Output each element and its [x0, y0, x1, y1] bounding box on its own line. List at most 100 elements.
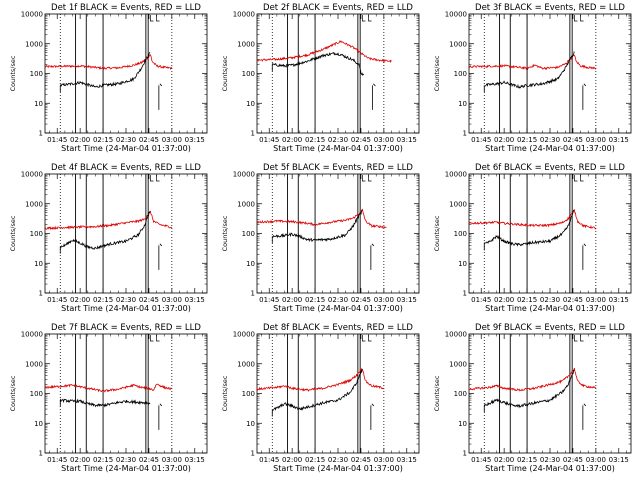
panel-title: Det 6f BLACK = Events, RED = LLD	[475, 163, 625, 173]
panel-6: Det 6f BLACK = Events, RED = LLD 1 10 100 10…	[433, 163, 632, 313]
x-tick-label: 01:45	[47, 456, 67, 464]
y-tick-label: 1	[251, 290, 255, 298]
panel-title: Det 1f BLACK = Events, RED = LLD	[51, 3, 201, 13]
lld-series-line	[257, 40, 392, 64]
lld-series-line	[257, 367, 385, 392]
y-tick-label: 100	[242, 230, 255, 238]
bracket-mark	[368, 15, 372, 22]
x-tick-label: 02:30	[116, 296, 136, 304]
bracket-mark	[574, 175, 578, 182]
y-tick-label: 10000	[445, 331, 467, 339]
x-tick-label: 02:45	[563, 456, 583, 464]
x-tick-label: 02:00	[70, 296, 90, 304]
x-tick-label: 03:00	[162, 296, 182, 304]
x-tick-label: 02:30	[540, 456, 560, 464]
plot-frame	[256, 13, 420, 134]
x-tick-label: 02:00	[70, 136, 90, 144]
x-tick-label: 03:15	[185, 296, 205, 304]
x-tick-label: 01:45	[47, 136, 67, 144]
x-tick-label: 02:30	[328, 296, 348, 304]
y-tick-label: 1000	[25, 200, 43, 208]
y-tick-label: 100	[454, 390, 467, 398]
plot-frame	[44, 13, 208, 134]
bracket-mark	[580, 175, 584, 182]
y-axis-label: Counts/sec	[9, 375, 17, 411]
y-tick-label: 1000	[237, 200, 255, 208]
y-tick-label: 1000	[449, 360, 467, 368]
x-tick-label: 03:15	[609, 296, 629, 304]
x-axis-label: Start Time (24-Mar-04 01:37:00)	[485, 464, 615, 473]
lld-series-line	[469, 54, 597, 71]
y-tick-label: 100	[30, 230, 43, 238]
y-tick-label: 1	[463, 450, 467, 458]
y-axis-label: Counts/sec	[433, 55, 441, 91]
bracket-mark	[150, 335, 154, 342]
bracket-mark	[574, 15, 578, 22]
y-tick-label: 1000	[449, 200, 467, 208]
x-tick-label: 02:30	[116, 456, 136, 464]
bracket-mark	[150, 15, 154, 22]
x-tick-label: 03:15	[609, 456, 629, 464]
events-series-line	[59, 398, 163, 430]
y-tick-label: 1	[39, 130, 43, 138]
x-tick-label: 02:45	[563, 296, 583, 304]
y-tick-label: 10	[34, 260, 43, 268]
x-tick-label: 02:45	[351, 136, 371, 144]
x-tick-label: 02:30	[328, 456, 348, 464]
events-series-line	[483, 369, 587, 430]
lld-series-line	[45, 383, 172, 393]
events-series-line	[483, 51, 587, 110]
bracket-mark	[156, 15, 160, 22]
y-tick-label: 1	[39, 450, 43, 458]
x-tick-label: 02:00	[494, 296, 514, 304]
x-tick-label: 03:15	[397, 456, 417, 464]
panel-5: Det 5f BLACK = Events, RED = LLD 1 10 100 10…	[221, 163, 420, 313]
x-axis-label: Start Time (24-Mar-04 01:37:00)	[273, 304, 403, 313]
x-tick-label: 03:00	[374, 456, 394, 464]
y-tick-label: 1	[251, 130, 255, 138]
x-tick-label: 02:00	[494, 456, 514, 464]
panel-title: Det 4f BLACK = Events, RED = LLD	[51, 163, 201, 173]
x-axis-label: Start Time (24-Mar-04 01:37:00)	[61, 304, 191, 313]
panel-2: Det 2f BLACK = Events, RED = LLD 1 10 100 10…	[221, 3, 420, 153]
events-series-line	[271, 210, 375, 270]
x-tick-label: 02:15	[517, 456, 537, 464]
x-tick-label: 02:00	[282, 456, 302, 464]
x-tick-label: 02:15	[305, 456, 325, 464]
y-tick-label: 100	[242, 390, 255, 398]
bracket-mark	[150, 175, 154, 182]
x-tick-label: 01:45	[259, 296, 279, 304]
y-tick-label: 1000	[25, 40, 43, 48]
x-tick-label: 03:15	[185, 136, 205, 144]
x-tick-label: 01:45	[259, 136, 279, 144]
y-axis-label: Counts/sec	[221, 375, 229, 411]
panel-4: Det 4f BLACK = Events, RED = LLD 1 10 100 10…	[9, 163, 208, 313]
lld-series-line	[45, 54, 173, 71]
x-tick-label: 02:15	[517, 136, 537, 144]
events-series-line	[271, 51, 376, 110]
x-tick-label: 01:45	[471, 456, 491, 464]
y-tick-label: 10000	[233, 331, 255, 339]
x-tick-label: 01:45	[259, 456, 279, 464]
x-tick-label: 01:45	[471, 136, 491, 144]
lld-series-line	[45, 210, 173, 231]
x-tick-label: 02:45	[139, 296, 159, 304]
x-tick-label: 01:45	[471, 296, 491, 304]
y-tick-label: 10	[34, 100, 43, 108]
bracket-mark	[156, 335, 160, 342]
y-tick-label: 1	[463, 130, 467, 138]
y-tick-label: 10000	[21, 171, 43, 179]
y-axis-label: Counts/sec	[9, 215, 17, 251]
x-tick-label: 03:15	[609, 136, 629, 144]
x-tick-label: 02:00	[282, 296, 302, 304]
x-tick-label: 02:30	[540, 136, 560, 144]
y-tick-label: 100	[30, 390, 43, 398]
y-tick-label: 10	[458, 260, 467, 268]
panel-title: Det 9f BLACK = Events, RED = LLD	[475, 323, 625, 333]
x-axis-label: Start Time (24-Mar-04 01:37:00)	[485, 304, 615, 313]
y-tick-label: 100	[30, 70, 43, 78]
x-tick-label: 03:15	[397, 136, 417, 144]
events-series-line	[483, 209, 587, 270]
x-axis-label: Start Time (24-Mar-04 01:37:00)	[273, 144, 403, 153]
